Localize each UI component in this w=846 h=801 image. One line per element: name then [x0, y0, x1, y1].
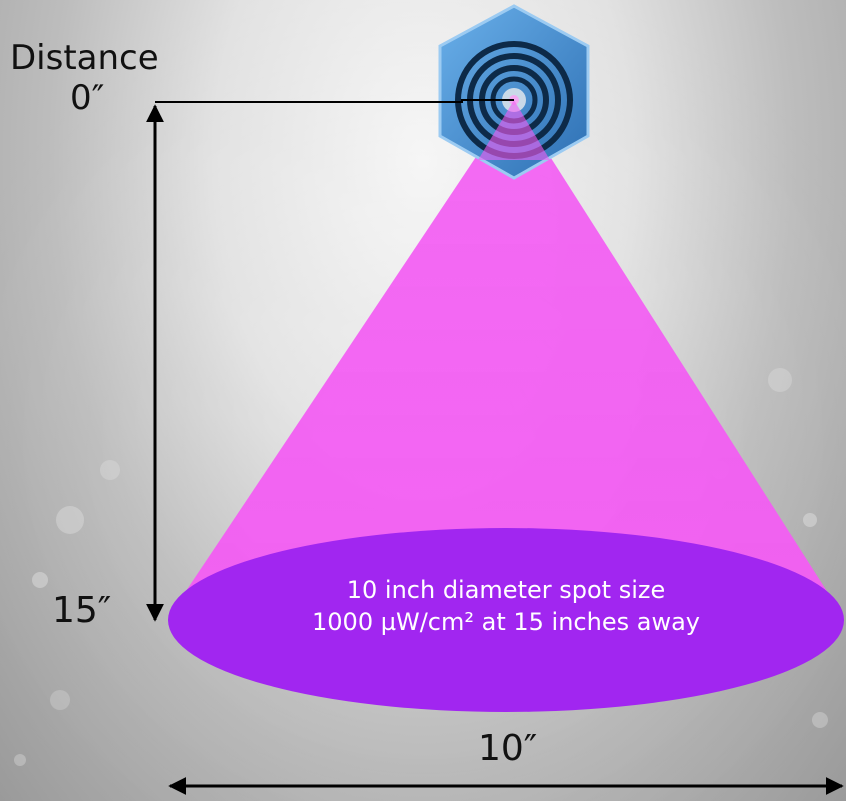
- spot-size-text: 10 inch diameter spot size: [346, 576, 666, 604]
- uv-spot-ellipse: [168, 528, 844, 712]
- distance-start-label: 0″: [70, 78, 105, 118]
- spot-intensity-text: 1000 µW/cm² at 15 inches away: [312, 608, 700, 636]
- distance-leader-line: [155, 99, 514, 103]
- spot-width-label: 10″: [478, 728, 538, 769]
- distance-end-label: 15″: [52, 590, 112, 631]
- uv-beam-cone: [168, 100, 844, 618]
- distance-heading: Distance: [10, 38, 159, 78]
